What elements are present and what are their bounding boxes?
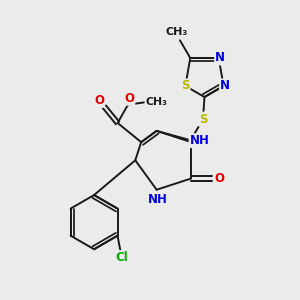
Text: CH₃: CH₃: [146, 98, 167, 107]
Text: S: S: [181, 80, 190, 92]
Text: S: S: [199, 112, 207, 126]
Text: CH₃: CH₃: [166, 27, 188, 37]
Text: Cl: Cl: [116, 251, 128, 264]
Text: O: O: [124, 92, 134, 105]
Text: N: N: [215, 52, 225, 64]
Text: NH: NH: [190, 134, 209, 147]
Text: N: N: [220, 80, 230, 92]
Text: O: O: [214, 172, 224, 185]
Text: O: O: [94, 94, 104, 107]
Text: NH: NH: [148, 193, 168, 206]
